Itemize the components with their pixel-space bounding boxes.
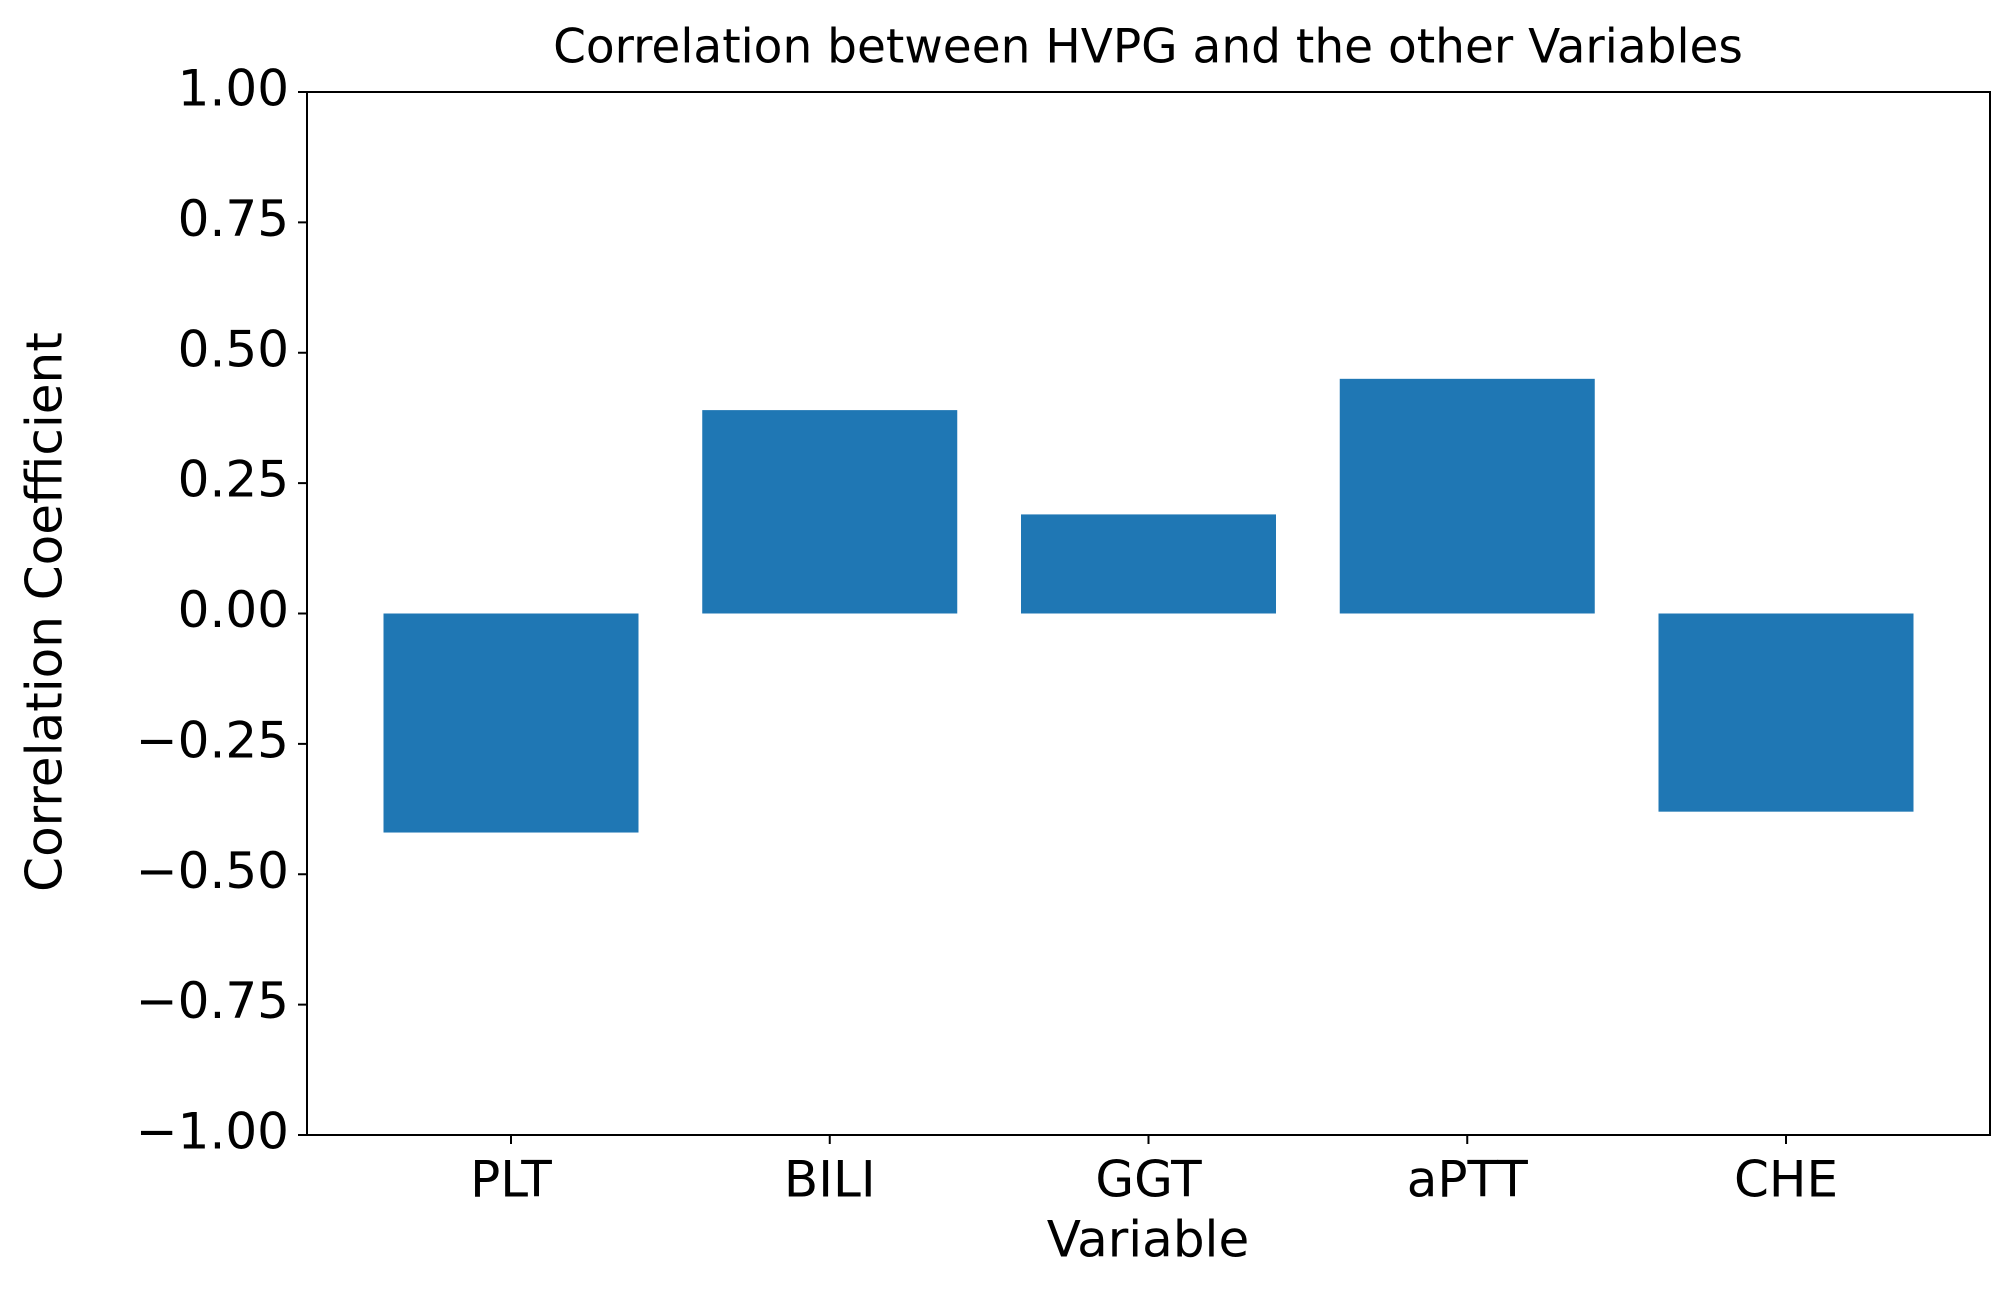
chart-title: Correlation between HVPG and the other V… — [553, 20, 1743, 75]
y-tick-label: 0.00 — [178, 581, 289, 639]
y-tick-label: −0.25 — [136, 711, 289, 769]
x-axis-label: Variable — [1047, 1211, 1249, 1269]
x-tick-label: aPTT — [1407, 1151, 1528, 1209]
x-tick-label: GGT — [1095, 1151, 1202, 1209]
x-tick-label: BILI — [784, 1151, 876, 1209]
bar — [1021, 514, 1276, 614]
y-axis-label: Correlation Coefficient — [16, 332, 74, 892]
bar — [1339, 378, 1595, 614]
y-tick-label: 1.00 — [178, 60, 289, 118]
y-tick-label: 0.75 — [178, 190, 289, 248]
bar — [1658, 613, 1914, 812]
y-tick-label: −0.50 — [136, 842, 289, 900]
y-tick-label: 0.25 — [178, 451, 289, 509]
y-tick-label: 0.50 — [178, 320, 289, 378]
y-tick-label: −0.75 — [136, 972, 289, 1030]
y-tick-label: −1.00 — [136, 1103, 289, 1161]
x-tick-label: PLT — [470, 1151, 552, 1209]
plot-frame — [306, 91, 1991, 1136]
x-tick-label: CHE — [1734, 1151, 1838, 1209]
bar — [702, 410, 958, 614]
bar — [383, 613, 639, 833]
